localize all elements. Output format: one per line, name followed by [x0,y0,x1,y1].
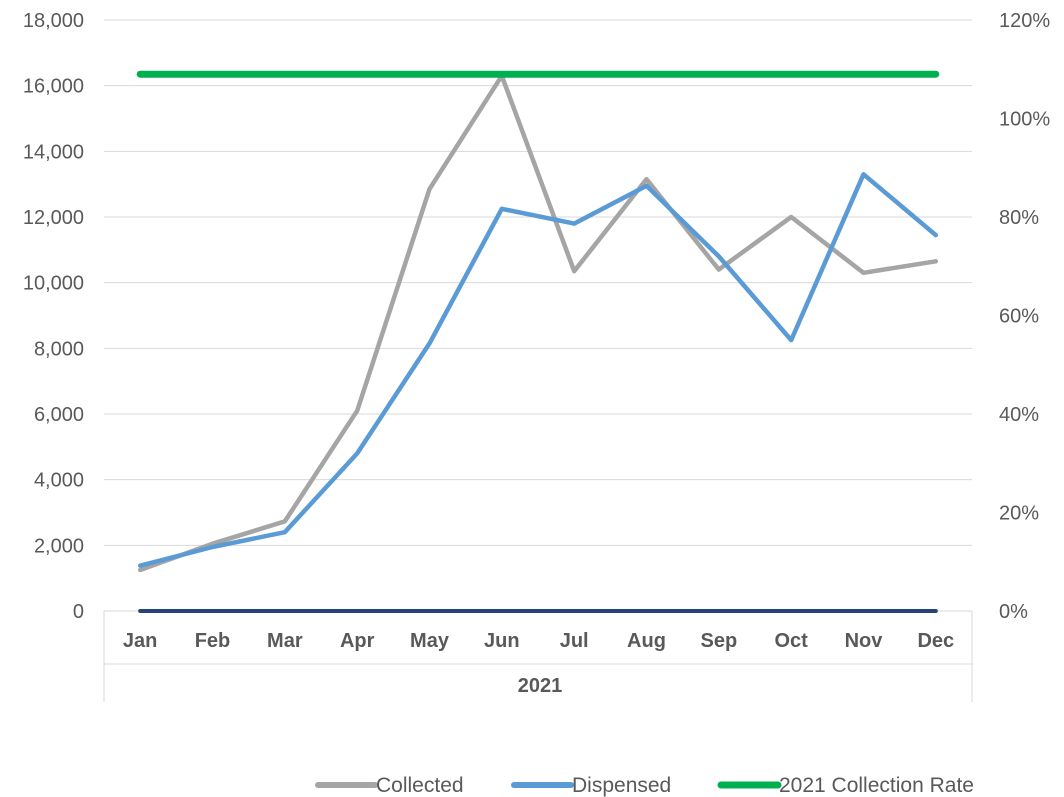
y-axis-left: 0 2,000 4,000 6,000 8,000 10,000 12,000 14,000 1… [23,10,84,623]
series-line [137,73,939,573]
series-line [137,172,939,568]
y-right-tick-label: 100% [999,109,1050,131]
x-tick-label: May [410,630,450,652]
y-left-tick-label: 16,000 [23,76,84,98]
y-right-tick-label: 40% [999,404,1039,426]
y-right-tick-label: 60% [999,306,1039,328]
series-lines [136,70,940,613]
y-axis-right: 0% 20% 40% 60% 80% 100% 120% [999,10,1050,623]
y-left-tick-label: 8,000 [34,338,84,360]
legend: Collected Dispensed 2021 Collection Rate [315,774,974,797]
x-axis: 2021 Jan Feb Mar Apr May Jun Jul Aug Sep Oct Nov De… [103,610,973,702]
x-tick-label: Dec [917,630,954,652]
gridlines [104,19,972,546]
y-right-tick-label: 0% [999,601,1028,623]
y-left-tick-label: 10,000 [23,273,84,295]
y-left-tick-label: 14,000 [23,141,84,163]
y-right-tick-label: 80% [999,207,1039,229]
x-tick-label: Oct [774,630,808,652]
x-tick-label: Mar [267,630,303,652]
y-left-tick-label: 0 [73,601,84,623]
y-right-tick-label: 120% [999,10,1050,32]
y-left-tick-label: 4,000 [34,470,84,492]
legend-label: 2021 Collection Rate [779,774,974,797]
y-left-tick-label: 2,000 [34,535,84,557]
x-group-label: 2021 [518,675,563,697]
x-tick-label: Feb [195,630,231,652]
x-tick-label: Aug [627,630,666,652]
x-tick-label: Jul [560,630,589,652]
y-left-tick-label: 12,000 [23,207,84,229]
legend-label: Dispensed [572,774,671,797]
x-tick-label: Jan [123,630,157,652]
x-tick-label: Jun [484,630,520,652]
y-left-tick-label: 18,000 [23,10,84,32]
x-tick-label: Nov [845,630,884,652]
y-left-tick-label: 6,000 [34,404,84,426]
legend-label: Collected [376,774,464,797]
x-tick-label: Sep [700,630,737,652]
x-tick-label: Apr [340,630,375,652]
y-right-tick-label: 20% [999,503,1039,525]
